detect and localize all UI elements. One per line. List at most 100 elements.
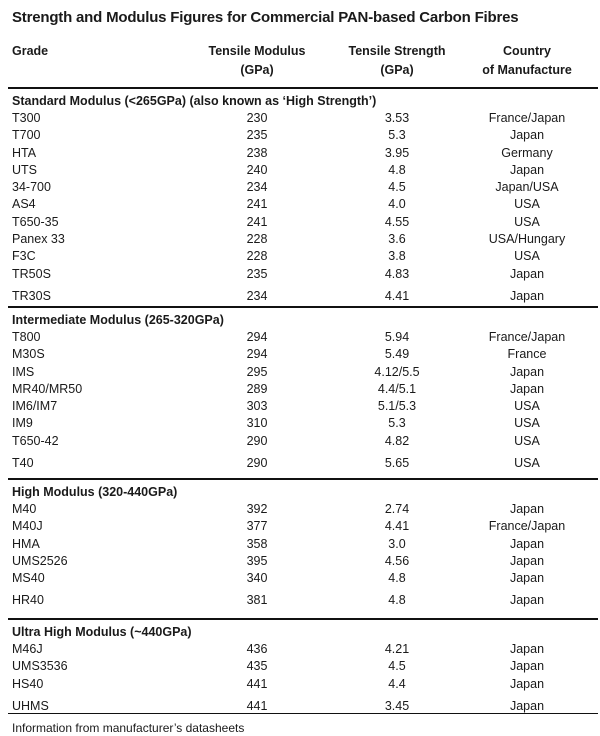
- header-strength-line1: Tensile Strength: [348, 44, 446, 58]
- grade-cell: IM6/IM7: [12, 399, 58, 414]
- modulus-cell: 235: [246, 266, 268, 281]
- strength-cell: 4.55: [384, 214, 410, 229]
- group-heading: Intermediate Modulus (265-320GPa): [12, 313, 224, 327]
- table-bottom-divider: [8, 713, 598, 714]
- strength-cell: 3.53: [384, 111, 410, 125]
- table-row: M30S 294 5.49 France: [0, 346, 600, 363]
- country-cell: France/Japan: [488, 111, 566, 125]
- modulus-cell: 228: [246, 232, 268, 247]
- table-row: UHMS 441 3.45 Japan: [0, 693, 600, 715]
- group-heading: Standard Modulus (<265GPa) (also known a…: [12, 94, 377, 108]
- modulus-cell: 294: [246, 347, 268, 362]
- grade-cell: MS40: [12, 571, 45, 586]
- grade-cell: M46J: [12, 642, 43, 656]
- modulus-cell: 234: [246, 180, 268, 195]
- country-cell: France: [507, 347, 547, 362]
- group-divider: [8, 306, 598, 308]
- strength-cell: 4.4: [388, 676, 406, 691]
- strength-cell: 5.1/5.3: [377, 399, 417, 414]
- table-group: Intermediate Modulus (265-320GPa) T800 294…: [0, 311, 600, 472]
- table-row: T700 235 5.3 Japan: [0, 127, 600, 144]
- country-cell: USA: [514, 433, 540, 448]
- country-cell: USA: [514, 249, 540, 264]
- strength-cell: 4.8: [388, 593, 406, 608]
- strength-cell: 2.74: [384, 502, 410, 516]
- header-strength-line2: (GPa): [380, 63, 414, 77]
- table-row: MS40 340 4.8 Japan: [0, 570, 600, 587]
- table-group: Standard Modulus (<265GPa) (also known a…: [0, 92, 600, 305]
- strength-cell: 4.4/5.1: [377, 381, 417, 396]
- grade-cell: TR30S: [12, 288, 51, 303]
- header-modulus-line2: (GPa): [240, 63, 274, 77]
- strength-cell: 3.8: [388, 249, 406, 264]
- strength-cell: 3.45: [384, 698, 410, 713]
- table-row: TR50S 235 4.83 Japan: [0, 266, 600, 283]
- table-row: T650-42 290 4.82 USA: [0, 433, 600, 450]
- header-country: Country of Manufacture: [467, 42, 587, 80]
- table-row: MR40/MR50 289 4.4/5.1 Japan: [0, 381, 600, 398]
- table-row: TR30S 234 4.41 Japan: [0, 283, 600, 305]
- grade-cell: T700: [12, 128, 41, 143]
- grade-cell: F3C: [12, 249, 36, 264]
- grade-cell: UTS: [12, 162, 37, 177]
- grade-cell: UHMS: [12, 698, 49, 713]
- modulus-cell: 310: [246, 416, 268, 431]
- grade-cell: M40: [12, 502, 37, 516]
- table-group: High Modulus (320-440GPa) M40 392 2.74 Japan…: [0, 483, 600, 609]
- table-row: T650-35 241 4.55 USA: [0, 214, 600, 231]
- group-divider: [8, 618, 598, 620]
- strength-cell: 4.8: [388, 571, 406, 586]
- strength-cell: 5.49: [384, 347, 410, 362]
- grade-cell: T650-42: [12, 433, 59, 448]
- country-cell: USA: [514, 416, 540, 431]
- table-row: M46J 436 4.21 Japan: [0, 641, 600, 658]
- strength-cell: 4.5: [388, 180, 406, 195]
- grade-cell: T800: [12, 330, 41, 344]
- table-row: F3C 228 3.8 USA: [0, 248, 600, 265]
- country-cell: USA/Hungary: [488, 232, 566, 247]
- grade-cell: IM9: [12, 416, 33, 431]
- table-row: M40 392 2.74 Japan: [0, 501, 600, 518]
- strength-cell: 4.82: [384, 433, 410, 448]
- header-country-line1: Country: [503, 44, 551, 58]
- header-modulus: Tensile Modulus (GPa): [187, 42, 327, 80]
- country-cell: USA: [514, 456, 540, 471]
- table-row: UTS 240 4.8 Japan: [0, 162, 600, 179]
- source-note: Information from manufacturer’s datashee…: [12, 721, 245, 735]
- table-row: M40J 377 4.41 France/Japan: [0, 518, 600, 535]
- table-row: IMS 295 4.12/5.5 Japan: [0, 364, 600, 381]
- strength-cell: 3.95: [384, 145, 410, 160]
- grade-cell: AS4: [12, 197, 36, 212]
- modulus-cell: 436: [246, 642, 268, 656]
- table-row: Panex 33 228 3.6 USA/Hungary: [0, 231, 600, 248]
- grade-cell: HMA: [12, 536, 40, 551]
- modulus-cell: 358: [246, 536, 268, 551]
- modulus-cell: 435: [246, 659, 268, 674]
- country-cell: Japan: [509, 593, 545, 608]
- grade-cell: HR40: [12, 593, 44, 608]
- country-cell: USA: [514, 197, 540, 212]
- group-heading: High Modulus (320-440GPa): [12, 485, 178, 499]
- modulus-cell: 290: [246, 433, 268, 448]
- grade-cell: TR50S: [12, 266, 51, 281]
- strength-cell: 4.12/5.5: [374, 364, 420, 379]
- country-cell: Japan: [509, 381, 545, 396]
- country-cell: Japan/USA: [495, 180, 559, 195]
- strength-cell: 3.6: [388, 232, 406, 247]
- table-row: HMA 358 3.0 Japan: [0, 536, 600, 553]
- modulus-cell: 294: [246, 330, 268, 344]
- country-cell: Japan: [509, 288, 545, 303]
- grade-cell: UMS2526: [12, 553, 68, 568]
- modulus-cell: 228: [246, 249, 268, 264]
- country-cell: Japan: [509, 536, 545, 551]
- modulus-cell: 240: [246, 162, 268, 177]
- modulus-cell: 234: [246, 288, 268, 303]
- country-cell: Japan: [509, 128, 545, 143]
- modulus-cell: 295: [246, 364, 268, 379]
- country-cell: Japan: [509, 162, 545, 177]
- country-cell: Japan: [509, 266, 545, 281]
- strength-cell: 5.65: [384, 456, 410, 471]
- strength-cell: 4.5: [388, 659, 406, 674]
- grade-cell: HTA: [12, 145, 37, 160]
- grade-cell: T650-35: [12, 214, 59, 229]
